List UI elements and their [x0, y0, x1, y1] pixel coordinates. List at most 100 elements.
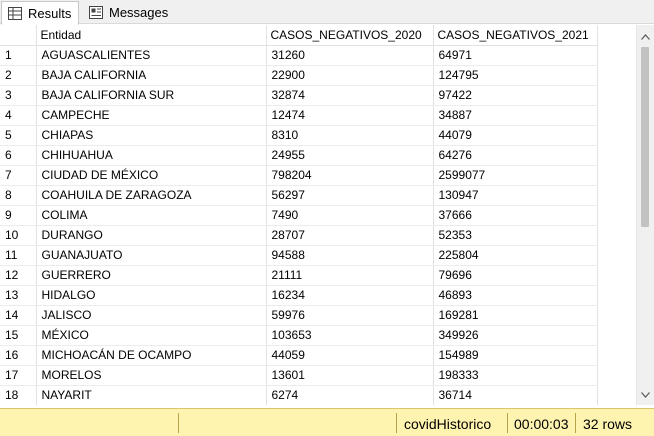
row-number[interactable]: 8 [0, 185, 37, 206]
cell-casos-2020[interactable]: 31260 [266, 45, 434, 66]
row-number[interactable]: 15 [0, 325, 37, 346]
table-row[interactable]: 6 CHIHUAHUA 24955 64276 [0, 145, 598, 166]
cell-casos-2020[interactable]: 28707 [266, 225, 434, 246]
cell-entidad[interactable]: GUANAJUATO [36, 245, 267, 266]
cell-entidad[interactable]: COAHUILA DE ZARAGOZA [36, 185, 267, 206]
cell-casos-2021[interactable]: 97422 [433, 85, 598, 106]
row-number[interactable]: 6 [0, 145, 37, 166]
table-row[interactable]: 11 GUANAJUATO 94588 225804 [0, 245, 598, 266]
cell-casos-2020[interactable]: 13601 [266, 365, 434, 386]
cell-casos-2020[interactable]: 56297 [266, 185, 434, 206]
cell-casos-2020[interactable]: 798204 [266, 165, 434, 186]
scroll-down-arrow-icon[interactable] [637, 389, 654, 401]
table-row[interactable]: 7 CIUDAD DE MÉXICO 798204 2599077 [0, 165, 598, 186]
cell-casos-2020[interactable]: 103653 [266, 325, 434, 346]
table-row[interactable]: 5 CHIAPAS 8310 44079 [0, 125, 598, 146]
row-number[interactable]: 17 [0, 365, 37, 386]
cell-casos-2020[interactable]: 21111 [266, 265, 434, 286]
row-number[interactable]: 3 [0, 85, 37, 106]
cell-casos-2021[interactable]: 130947 [433, 185, 598, 206]
tab-messages[interactable]: Messages [83, 1, 173, 24]
cell-entidad[interactable]: BAJA CALIFORNIA SUR [36, 85, 267, 106]
cell-casos-2021[interactable]: 46893 [433, 285, 598, 306]
cell-casos-2021[interactable]: 79696 [433, 265, 598, 286]
cell-casos-2021[interactable]: 52353 [433, 225, 598, 246]
cell-entidad[interactable]: JALISCO [36, 305, 267, 326]
cell-casos-2021[interactable]: 37666 [433, 205, 598, 226]
table-row[interactable]: 16 MICHOACÁN DE OCAMPO 44059 154989 [0, 345, 598, 366]
row-number[interactable]: 13 [0, 285, 37, 306]
row-number[interactable]: 9 [0, 205, 37, 226]
cell-casos-2020[interactable]: 12474 [266, 105, 434, 126]
scroll-up-arrow-icon[interactable] [637, 31, 654, 43]
cell-casos-2021[interactable]: 154989 [433, 345, 598, 366]
table-row[interactable]: 3 BAJA CALIFORNIA SUR 32874 97422 [0, 85, 598, 106]
cell-entidad[interactable]: HIDALGO [36, 285, 267, 306]
cell-casos-2020[interactable]: 59976 [266, 305, 434, 326]
cell-entidad[interactable]: BAJA CALIFORNIA [36, 65, 267, 86]
cell-casos-2020[interactable]: 16234 [266, 285, 434, 306]
row-number-header[interactable] [0, 25, 37, 46]
tab-results[interactable]: Results [1, 1, 79, 25]
table-row[interactable]: 12 GUERRERO 21111 79696 [0, 265, 598, 286]
cell-casos-2020[interactable]: 7490 [266, 205, 434, 226]
table-row[interactable]: 18 NAYARIT 6274 36714 [0, 385, 598, 405]
table-row[interactable]: 17 MORELOS 13601 198333 [0, 365, 598, 386]
table-row[interactable]: 9 COLIMA 7490 37666 [0, 205, 598, 226]
cell-entidad[interactable]: DURANGO [36, 225, 267, 246]
cell-casos-2021[interactable]: 64971 [433, 45, 598, 66]
results-grid[interactable]: Entidad CASOS_NEGATIVOS_2020 CASOS_NEGAT… [0, 25, 654, 405]
row-number[interactable]: 10 [0, 225, 37, 246]
cell-casos-2021[interactable]: 169281 [433, 305, 598, 326]
cell-casos-2021[interactable]: 64276 [433, 145, 598, 166]
row-number[interactable]: 4 [0, 105, 37, 126]
cell-casos-2020[interactable]: 22900 [266, 65, 434, 86]
table-row[interactable]: 13 HIDALGO 16234 46893 [0, 285, 598, 306]
row-number[interactable]: 12 [0, 265, 37, 286]
table-row[interactable]: 10 DURANGO 28707 52353 [0, 225, 598, 246]
cell-casos-2021[interactable]: 198333 [433, 365, 598, 386]
cell-casos-2020[interactable]: 8310 [266, 125, 434, 146]
cell-entidad[interactable]: CHIAPAS [36, 125, 267, 146]
table-row[interactable]: 2 BAJA CALIFORNIA 22900 124795 [0, 65, 598, 86]
table-row[interactable]: 15 MÉXICO 103653 349926 [0, 325, 598, 346]
cell-casos-2021[interactable]: 2599077 [433, 165, 598, 186]
cell-entidad[interactable]: AGUASCALIENTES [36, 45, 267, 66]
row-number[interactable]: 5 [0, 125, 37, 146]
scrollbar-thumb[interactable] [641, 47, 649, 227]
cell-casos-2021[interactable]: 36714 [433, 385, 598, 405]
table-row[interactable]: 8 COAHUILA DE ZARAGOZA 56297 130947 [0, 185, 598, 206]
cell-casos-2021[interactable]: 124795 [433, 65, 598, 86]
row-number[interactable]: 1 [0, 45, 37, 66]
row-number[interactable]: 14 [0, 305, 37, 326]
column-header-casos-2021[interactable]: CASOS_NEGATIVOS_2021 [433, 25, 598, 46]
row-number[interactable]: 16 [0, 345, 37, 366]
column-header-entidad[interactable]: Entidad [36, 25, 267, 46]
cell-casos-2021[interactable]: 225804 [433, 245, 598, 266]
cell-casos-2020[interactable]: 44059 [266, 345, 434, 366]
cell-entidad[interactable]: COLIMA [36, 205, 267, 226]
table-row[interactable]: 4 CAMPECHE 12474 34887 [0, 105, 598, 126]
cell-casos-2020[interactable]: 24955 [266, 145, 434, 166]
cell-casos-2020[interactable]: 32874 [266, 85, 434, 106]
column-header-casos-2020[interactable]: CASOS_NEGATIVOS_2020 [266, 25, 434, 46]
cell-casos-2021[interactable]: 349926 [433, 325, 598, 346]
cell-entidad[interactable]: NAYARIT [36, 385, 267, 405]
cell-entidad[interactable]: CIUDAD DE MÉXICO [36, 165, 267, 186]
cell-entidad[interactable]: CAMPECHE [36, 105, 267, 126]
row-number[interactable]: 2 [0, 65, 37, 86]
cell-entidad[interactable]: CHIHUAHUA [36, 145, 267, 166]
cell-casos-2021[interactable]: 34887 [433, 105, 598, 126]
row-number[interactable]: 18 [0, 385, 37, 405]
cell-entidad[interactable]: MICHOACÁN DE OCAMPO [36, 345, 267, 366]
row-number[interactable]: 7 [0, 165, 37, 186]
cell-casos-2021[interactable]: 44079 [433, 125, 598, 146]
row-number[interactable]: 11 [0, 245, 37, 266]
cell-casos-2020[interactable]: 94588 [266, 245, 434, 266]
cell-entidad[interactable]: GUERRERO [36, 265, 267, 286]
table-row[interactable]: 14 JALISCO 59976 169281 [0, 305, 598, 326]
cell-entidad[interactable]: MÉXICO [36, 325, 267, 346]
cell-casos-2020[interactable]: 6274 [266, 385, 434, 405]
cell-entidad[interactable]: MORELOS [36, 365, 267, 386]
vertical-scrollbar[interactable] [636, 25, 654, 405]
